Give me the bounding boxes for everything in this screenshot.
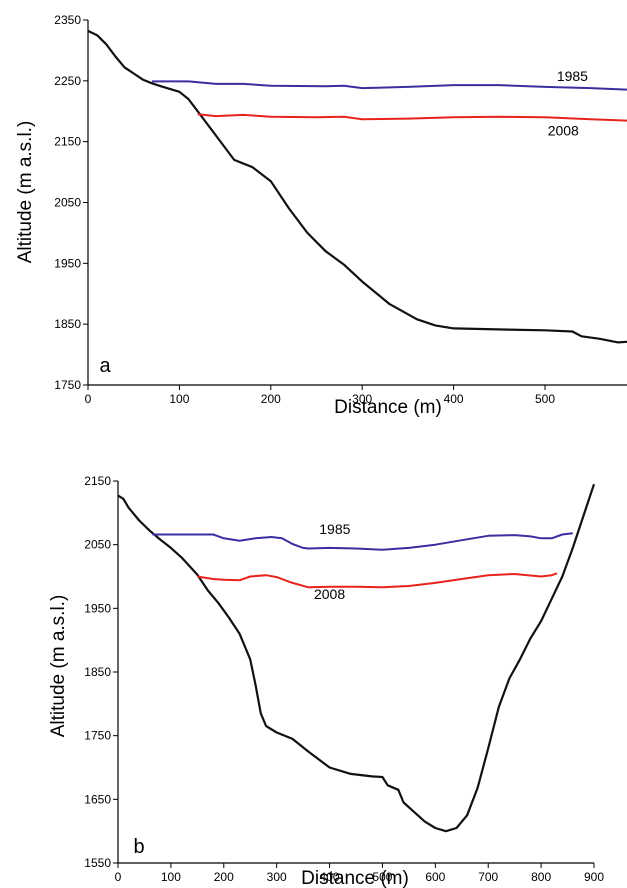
x-tick-label-a: 200 <box>261 392 281 406</box>
x-axis-label-a: Distance (m) <box>334 397 442 418</box>
x-tick-label-b: 500 <box>372 870 392 884</box>
y-axis-label-b: Altitude (m a.s.l.) <box>48 595 69 738</box>
y-tick-label-a: 1950 <box>54 256 81 270</box>
y-tick-label-b: 1750 <box>84 729 111 743</box>
y-tick-label-b: 1550 <box>84 856 111 870</box>
chart-panel-b: Altitude (m a.s.l.) Distance (m) b 1550 1… <box>48 474 604 888</box>
series-label-2008-a: 2008 <box>548 123 579 139</box>
y-axis-title-a: Altitude (m a.s.l.) <box>15 121 36 264</box>
x-tick-label-b: 800 <box>531 870 551 884</box>
x-tick-label-b: 600 <box>425 870 445 884</box>
chart-panel-a: Altitude (m a.s.l.) Distance (m) a 1750 1… <box>15 13 627 418</box>
y-tick-label-b: 2050 <box>84 538 111 552</box>
y-axis-label-a: Altitude (m a.s.l.) <box>15 121 36 264</box>
series-line-2008-b <box>197 572 558 589</box>
x-tick-label-b: 0 <box>115 870 122 884</box>
y-tick-label-a: 2050 <box>54 196 81 210</box>
x-tick-label-a: 300 <box>352 392 372 406</box>
y-tick-label-a: 2150 <box>54 135 81 149</box>
y-axis-title-b: Altitude (m a.s.l.) <box>48 595 69 738</box>
series-line-1985-a <box>152 80 627 91</box>
y-tick-label-b: 1650 <box>84 792 111 806</box>
bed-profile-line-b <box>117 483 596 833</box>
x-tick-label-b: 100 <box>161 870 181 884</box>
x-tick-label-a: 0 <box>85 392 92 406</box>
x-tick-label-a: 400 <box>444 392 464 406</box>
y-tick-label-a: 1750 <box>54 378 81 392</box>
x-tick-label-a: 100 <box>169 392 189 406</box>
series-label-1985-b: 1985 <box>319 521 350 537</box>
x-tick-label-a: 500 <box>535 392 555 406</box>
y-tick-label-b: 1850 <box>84 665 111 679</box>
panel-label-a: a <box>99 355 111 377</box>
x-axis-label-b: Distance (m) <box>301 868 409 888</box>
x-tick-label-b: 900 <box>584 870 604 884</box>
y-tick-label-b: 2150 <box>84 474 111 488</box>
x-tick-label-b: 700 <box>478 870 498 884</box>
x-tick-label-b: 400 <box>320 870 340 884</box>
bed-profile-line-a <box>87 29 627 344</box>
y-tick-label-b: 1950 <box>84 601 111 615</box>
y-tick-label-a: 1850 <box>54 317 81 331</box>
x-tick-label-b: 200 <box>214 870 234 884</box>
y-tick-label-a: 2350 <box>54 13 81 27</box>
series-label-1985-a: 1985 <box>557 68 588 84</box>
y-tick-label-a: 2250 <box>54 74 81 88</box>
series-label-2008-b: 2008 <box>314 586 345 602</box>
x-tick-label-b: 300 <box>267 870 287 884</box>
panel-label-b: b <box>133 836 144 858</box>
series-line-2008-a <box>197 113 627 122</box>
series-line-1985-b <box>152 532 573 551</box>
